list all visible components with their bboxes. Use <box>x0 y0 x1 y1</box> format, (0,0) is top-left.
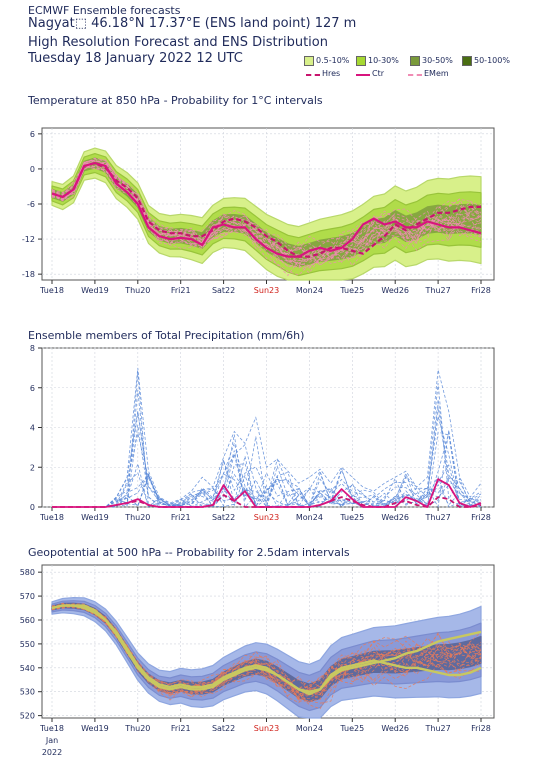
series-hres-line <box>52 494 482 508</box>
y-tick-label: -12 <box>22 235 35 244</box>
temperature-chart: 6 0 -6 -12 -18 Tue18 Wed19 Thu20 Fri21 Sat22 Sun23… <box>22 127 495 295</box>
y-tick-label: 520 <box>20 712 35 721</box>
y-tick-label: 6 <box>30 384 35 393</box>
x-tick-label: Tue18 <box>39 286 64 295</box>
precipitation-chart: 0 2 4 6 8 Tue18 Wed19 Thu20 Fri21 Sat22 Sun23 Mon24… <box>30 344 495 522</box>
x-tick-label: Sun23 <box>254 513 279 522</box>
x-tick-label: Sat22 <box>212 513 235 522</box>
x-tick-label: Tue18 <box>39 724 64 733</box>
x-tick-label: Thu27 <box>424 286 450 295</box>
x-date-month: Jan <box>45 736 58 745</box>
ensemble-member-line <box>52 432 482 508</box>
x-date-year: 2022 <box>42 748 62 757</box>
series-ctr-line <box>51 604 482 696</box>
legend-label-1: 10-30% <box>368 56 399 65</box>
x-tick-label: Sat22 <box>212 286 235 295</box>
y-tick-label: 540 <box>20 664 35 673</box>
legend-label-3: 50-100% <box>474 56 510 65</box>
y-tick-label: 560 <box>20 616 35 625</box>
ensemble-member-line <box>52 407 482 508</box>
x-tick-label: Fri21 <box>171 286 191 295</box>
x-tick-label: Thu20 <box>124 724 150 733</box>
ensemble-member-line <box>52 463 482 508</box>
ensemble-member-line <box>51 157 482 277</box>
y-tick-label: 2 <box>30 463 35 472</box>
x-tick-label: Tue18 <box>39 513 64 522</box>
legend: 0.5-10% 10-30% 30-50% 50-100% Hres Ctr E… <box>304 55 536 85</box>
legend-swatch-0 <box>304 56 314 66</box>
x-tick-label: Fri28 <box>471 286 491 295</box>
geopotential-panel-title: Geopotential at 500 hPa -- Probability f… <box>28 546 350 559</box>
x-tick-label: Sun23 <box>254 724 279 733</box>
y-tick-label: 580 <box>20 568 35 577</box>
y-tick-label: 550 <box>20 640 35 649</box>
x-tick-label: Sat22 <box>212 724 235 733</box>
x-tick-label: Fri28 <box>471 724 491 733</box>
ensemble-member-line <box>52 367 482 508</box>
x-tick-label: Wed19 <box>81 513 109 522</box>
forecast-subtitle: High Resolution Forecast and ENS Distrib… <box>28 35 328 50</box>
ensemble-member-line <box>52 371 482 508</box>
geopotential-chart: 580 570 560 550 540 530 520 Tue18 Wed19 Thu20 Fri2… <box>20 564 495 757</box>
series-ctr-line <box>51 162 482 258</box>
legend-label-hres: Hres <box>322 69 341 78</box>
product-title: ECMWF Ensemble forecasts <box>28 4 181 17</box>
x-tick-label: Sun23 <box>254 286 279 295</box>
forecast-date: Tuesday 18 January 2022 12 UTC <box>28 51 243 66</box>
legend-line-hres <box>306 74 320 76</box>
y-tick-label: 4 <box>30 424 35 433</box>
x-tick-label: Wed26 <box>381 286 409 295</box>
y-tick-label: 0 <box>30 165 35 174</box>
x-tick-label: Thu20 <box>124 513 150 522</box>
x-tick-label: Wed26 <box>381 724 409 733</box>
y-tick-label: -18 <box>22 270 35 279</box>
x-tick-label: Fri21 <box>171 724 191 733</box>
temperature-panel-title: Temperature at 850 hPa - Probability for… <box>28 94 323 107</box>
ensemble-member-line <box>52 429 482 509</box>
x-tick-label: Fri28 <box>471 513 491 522</box>
x-tick-label: Tue25 <box>339 724 364 733</box>
x-tick-label: Wed19 <box>81 286 109 295</box>
ensemble-member-line <box>51 160 482 262</box>
legend-swatch-1 <box>356 56 366 66</box>
ensemble-member-line <box>52 383 482 508</box>
ensemble-member-line <box>51 161 482 258</box>
legend-line-ctr <box>356 74 370 76</box>
y-tick-label: 530 <box>20 688 35 697</box>
legend-line-emem <box>408 74 422 76</box>
x-tick-label: Wed26 <box>381 513 409 522</box>
precipitation-panel-title: Ensemble members of Total Precipitation … <box>28 329 305 342</box>
y-tick-label: 0 <box>30 503 35 512</box>
legend-label-ctr: Ctr <box>372 69 385 78</box>
ensemble-member-line <box>52 431 482 508</box>
x-tick-label: Thu27 <box>424 513 450 522</box>
legend-swatch-3 <box>462 56 472 66</box>
y-tick-label: -6 <box>27 200 35 209</box>
y-tick-label: 8 <box>30 344 35 353</box>
legend-label-emem: EMem <box>424 69 449 78</box>
x-tick-label: Wed19 <box>81 724 109 733</box>
series-hres-line <box>51 604 482 693</box>
x-tick-label: Tue25 <box>339 286 364 295</box>
series-ctr-line <box>52 478 482 508</box>
x-tick-label: Mon24 <box>296 513 323 522</box>
x-tick-label: Fri21 <box>171 513 191 522</box>
legend-swatch-2 <box>410 56 420 66</box>
x-tick-label: Thu20 <box>124 286 150 295</box>
x-tick-label: Mon24 <box>296 286 323 295</box>
ensemble-member-line <box>52 411 482 508</box>
ensemble-member-line <box>51 165 482 269</box>
ensemble-member-line <box>51 162 482 269</box>
location-title: Nagyat⬚ 46.18°N 17.37°E (ENS land point)… <box>28 16 357 31</box>
legend-label-2: 30-50% <box>422 56 453 65</box>
x-tick-label: Mon24 <box>296 724 323 733</box>
x-tick-label: Tue25 <box>339 513 364 522</box>
y-tick-label: 6 <box>30 130 35 139</box>
legend-label-0: 0.5-10% <box>316 56 350 65</box>
x-tick-label: Thu27 <box>424 724 450 733</box>
y-tick-label: 570 <box>20 592 35 601</box>
